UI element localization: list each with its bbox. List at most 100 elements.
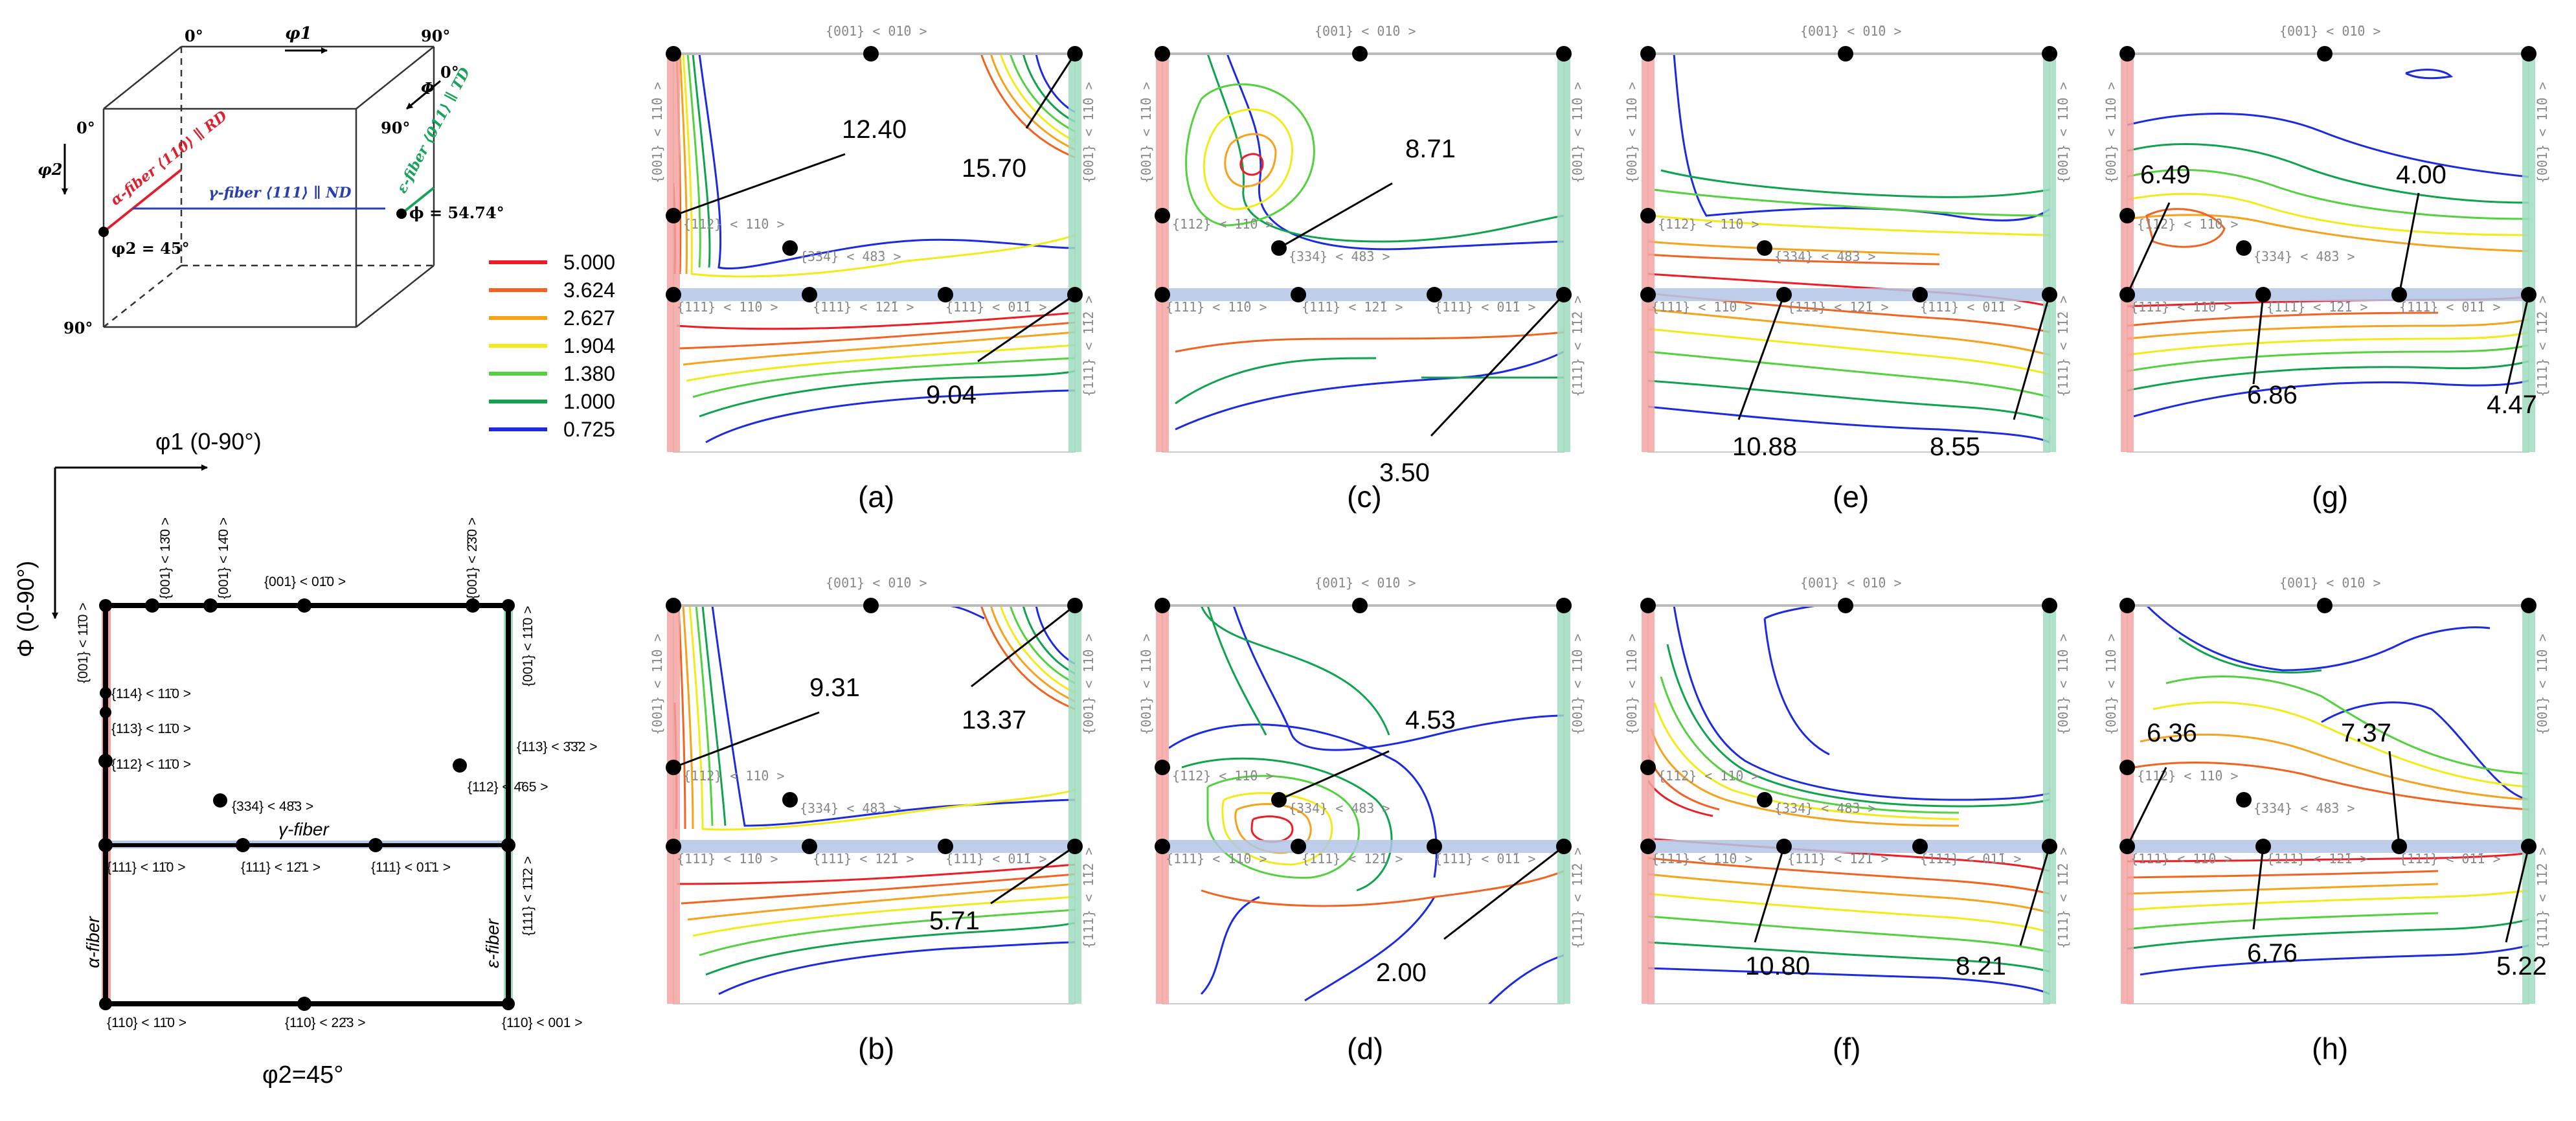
orientation-dot [2119, 760, 2135, 775]
legend-value: 2.627 [563, 306, 615, 330]
orientation-dot [2042, 46, 2057, 62]
key-334: {334} < 48̄3 > [232, 799, 313, 814]
gamma-band [1162, 288, 1564, 301]
contour-line [2127, 675, 2529, 931]
cube-phi-point [396, 209, 407, 219]
leader-line [2126, 202, 2171, 295]
panel-letter: (g) [2312, 480, 2348, 514]
key-right-111: {111} < 1̄1̄2 > [521, 856, 536, 936]
orientation-dot [802, 839, 817, 854]
label-right-bottom: {111} < 1̄1̄2 > [2055, 847, 2071, 949]
alpha-band [1642, 606, 1655, 1004]
orientation-dot [863, 598, 879, 613]
contour-line [1648, 169, 2050, 421]
peak-value: 2.00 [1376, 958, 1427, 987]
label-112: {112} < 11̄0 > [683, 768, 785, 784]
orientation-dot [2119, 46, 2135, 62]
label-g011: {111} < 01̄1 > [2399, 299, 2501, 315]
panel-letter: (d) [1347, 1032, 1383, 1065]
label-g110: {111} < 11̄0 > [677, 299, 778, 315]
label-112: {112} < 11̄0 > [2137, 768, 2239, 784]
gamma-band [2127, 840, 2529, 853]
contour-line [1168, 606, 1564, 1004]
label-left-top: {001} < 11̄0 > [1624, 82, 1640, 183]
cube-corner-0-left: 0° [76, 119, 95, 137]
label-g110: {111} < 11̄0 > [1166, 299, 1267, 315]
label-right-top: {001} < 11̄0 > [1081, 82, 1096, 183]
label-g121: {111} < 12̄1 > [1302, 299, 1403, 315]
orientation-dot [1640, 208, 1656, 223]
panel-frame [1162, 605, 1565, 1004]
key-g110: {111} < 11̄0 > [107, 860, 185, 875]
odf-panel: {001} < 01̄0 > {001} < 11̄0 > {001} < 11̄0… [1138, 23, 1585, 514]
epsilon-band [2522, 54, 2535, 452]
leader-line [673, 711, 820, 769]
label-left-top: {001} < 11̄0 > [650, 633, 665, 735]
label-right-bottom: {111} < 1̄1̄2 > [1570, 295, 1585, 397]
label-g110: {111} < 11̄0 > [1651, 299, 1753, 315]
alpha-band [2121, 54, 2134, 452]
panel-frame [1647, 605, 2050, 1004]
leader-line [1278, 182, 1393, 249]
orientation-dot [1155, 598, 1170, 613]
label-left-top: {001} < 11̄0 > [650, 82, 665, 183]
contour-line [1648, 606, 2050, 995]
leader-line [1430, 293, 1565, 437]
orientation-dot [2119, 208, 2135, 223]
label-334: {334} < 48̄3 > [1289, 800, 1390, 816]
panel-contours [1648, 54, 2050, 444]
contour-line [2127, 701, 2529, 911]
label-right-bottom: {111} < 1̄1̄2 > [2535, 847, 2550, 949]
orientation-dot [1640, 839, 1656, 854]
label-right-top: {001} < 11̄0 > [2055, 82, 2071, 183]
contour-line [682, 606, 1075, 921]
label-top-center: {001} < 01̄0 > [2279, 23, 2381, 39]
cube-hidden-edges [103, 47, 434, 328]
orientation-dot [1427, 839, 1442, 854]
peak-value: 15.70 [962, 154, 1026, 183]
label-112: {112} < 11̄0 > [2137, 216, 2239, 232]
label-112: {112} < 11̄0 > [683, 216, 785, 232]
orientation-dot [1640, 46, 1656, 62]
contour-line [1224, 133, 1277, 188]
odf-panel: {001} < 01̄0 > {001} < 11̄0 > {001} < 11̄0… [2103, 575, 2550, 1065]
label-334: {334} < 48̄3 > [1289, 249, 1390, 264]
key-left-001: {001} < 11̄0 > [76, 602, 91, 683]
orientation-dot [1155, 208, 1170, 223]
label-top-center: {001} < 01̄0 > [2279, 575, 2381, 591]
contour-legend: 5.000 3.624 2.627 1.904 1.380 1.000 0.725 [489, 251, 615, 441]
panel-contours [673, 606, 1075, 995]
label-334: {334} < 48̄3 > [2254, 800, 2355, 816]
orientation-dot [1427, 287, 1442, 302]
contour-line [2127, 143, 2529, 392]
label-g121: {111} < 12̄1 > [1787, 299, 1889, 315]
label-right-bottom: {111} < 1̄1̄2 > [1570, 847, 1585, 949]
label-g011: {111} < 01̄1 > [1920, 851, 2022, 866]
contour-line [2127, 762, 2529, 879]
label-top-center: {001} < 01̄0 > [826, 575, 927, 591]
label-right-bottom: {111} < 1̄1̄2 > [2055, 295, 2071, 397]
label-right-top: {001} < 11̄0 > [2535, 633, 2550, 735]
label-top-center: {001} < 01̄0 > [1315, 575, 1416, 591]
orientation-dot [2236, 792, 2252, 808]
orientation-dot [1556, 598, 1572, 613]
epsilon-band [1557, 606, 1570, 1004]
contour-line [2127, 637, 2529, 950]
orientation-dot [782, 792, 798, 808]
contour-line [2127, 852, 2529, 863]
legend-value: 1.000 [563, 390, 615, 413]
odf-panel: {001} < 01̄0 > {001} < 11̄0 > {001} < 11̄0… [650, 575, 1096, 1065]
gamma-band [673, 288, 1075, 301]
leader-line [2019, 846, 2051, 946]
contour-line [2127, 69, 2529, 418]
leader-line [2013, 294, 2051, 420]
alpha-band [1642, 54, 1655, 452]
contour-line [1175, 54, 1564, 405]
key-map: φ1 (0-90°) Φ (0-90°) [12, 428, 598, 1089]
orientation-dot [1291, 287, 1306, 302]
peak-value: 5.71 [929, 907, 980, 935]
contour-line [679, 54, 1075, 366]
orientation-dot [666, 598, 681, 613]
key-114: {114} < 11̄0 > [111, 686, 191, 701]
contour-line [1648, 54, 2050, 444]
